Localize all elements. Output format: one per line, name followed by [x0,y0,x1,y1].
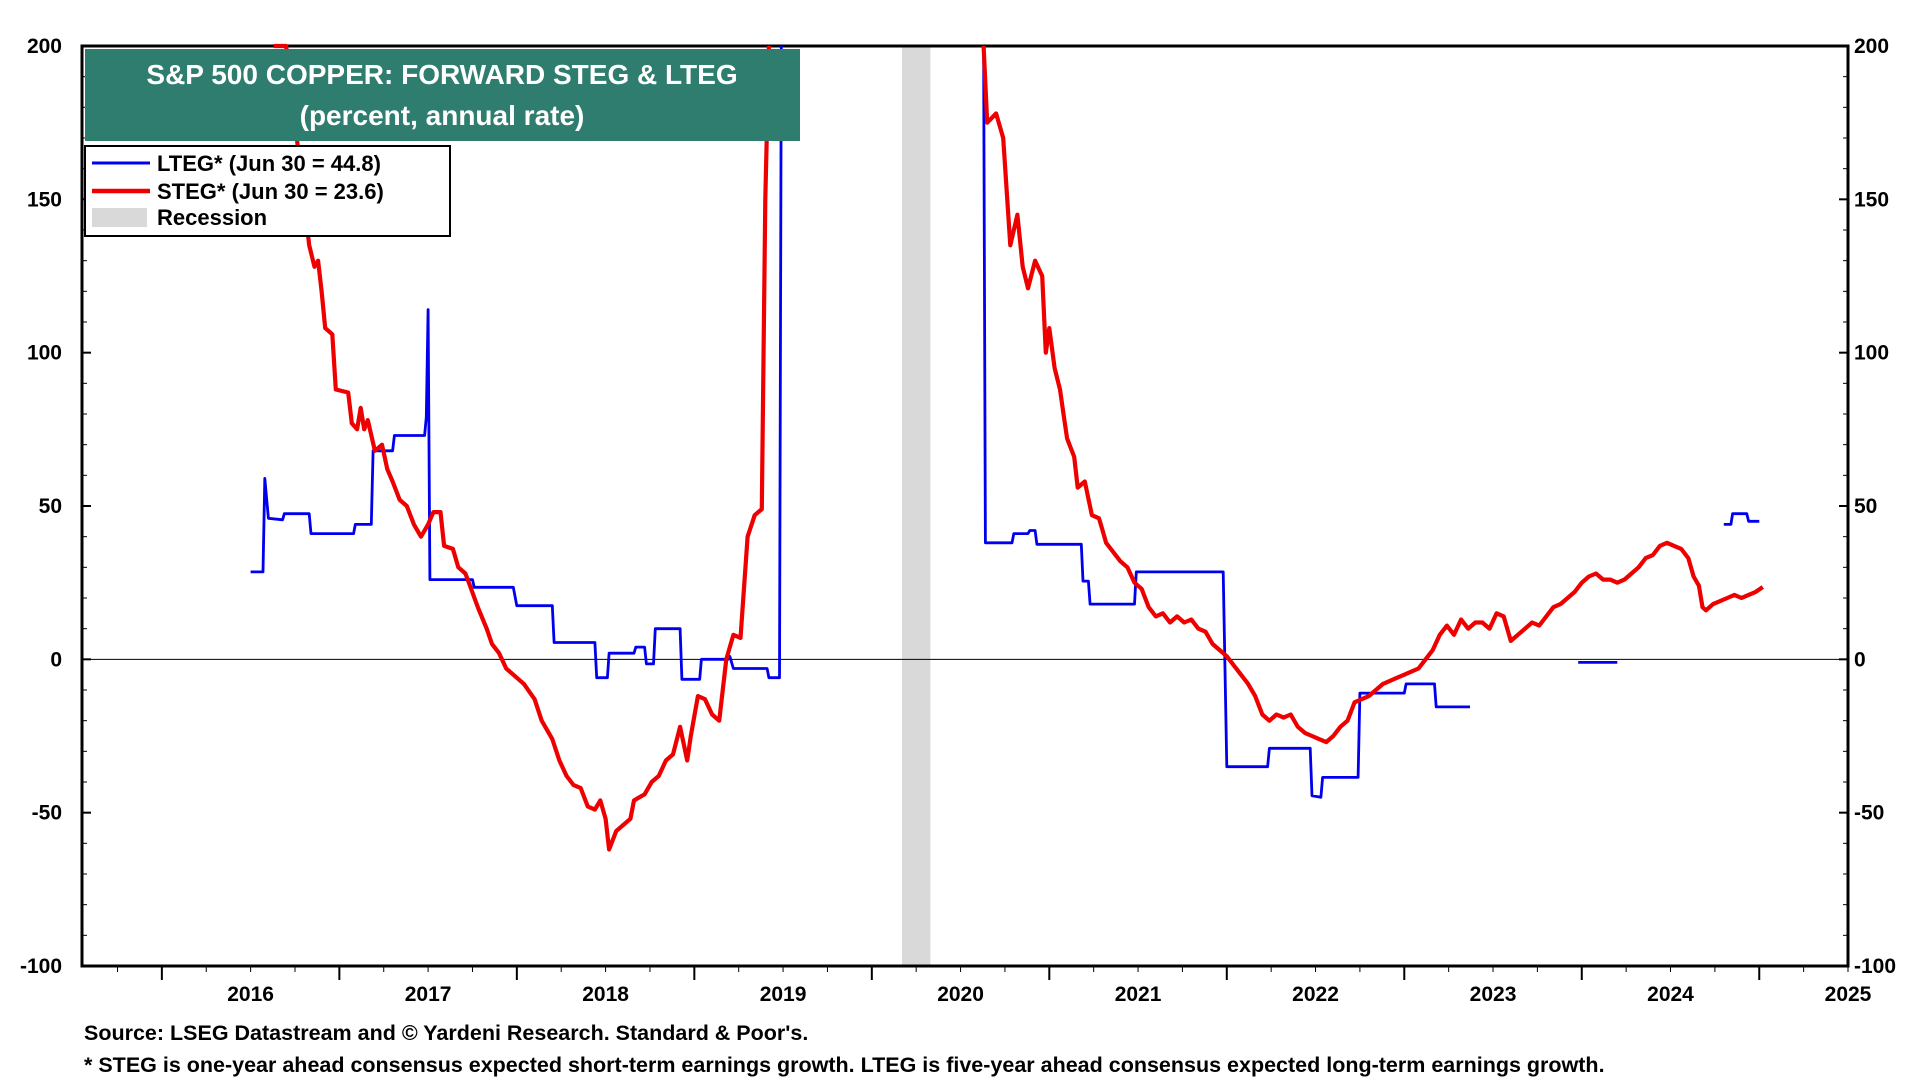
recession-band-0 [901,46,931,966]
y-tick-label-left-4: 100 [27,342,62,365]
legend-label-steg: STEG* (Jun 30 = 23.6) [157,179,384,204]
x-tick-label-2019: 2019 [760,983,807,1006]
y-tick-label-right-6: 200 [1854,35,1889,58]
y-tick-label-left-1: -50 [32,802,62,825]
x-tick-label-2018: 2018 [582,983,629,1006]
y-tick-label-left-3: 50 [39,495,62,518]
legend-label-lteg: LTEG* (Jun 30 = 44.8) [157,151,381,176]
y-tick-label-left-6: 200 [27,35,62,58]
series-line-steg-seg-0 [273,43,771,852]
title-layer: S&P 500 COPPER: FORWARD STEG & LTEG (per… [85,49,800,141]
y-tick-label-right-3: 50 [1854,495,1877,518]
series-line-lteg-seg-1 [982,45,1470,799]
y-tick-label-right-0: -100 [1854,955,1896,978]
footer-source: Source: LSEG Datastream and © Yardeni Re… [84,1021,808,1045]
series-layer [250,43,1764,852]
x-tick-label-2025: 2025 [1825,983,1872,1006]
x-tick-label-2016: 2016 [227,983,274,1006]
series-line-lteg-seg-3 [1723,512,1760,526]
legend-label-recession: Recession [157,205,267,230]
chart-title: S&P 500 COPPER: FORWARD STEG & LTEG [146,59,737,90]
legend: LTEG* (Jun 30 = 44.8) STEG* (Jun 30 = 23… [84,145,451,237]
footer-note: * STEG is one-year ahead consensus expec… [84,1053,1605,1077]
y-tick-label-left-0: -100 [20,955,62,978]
series-line-steg-seg-1 [981,45,1764,745]
axis-layer: -100 -100 -50 -50 0 0 50 50 100 100 150 150 200 200 20… [20,35,1896,1006]
x-tick-label-2017: 2017 [405,983,452,1006]
y-tick-label-left-2: 0 [50,648,62,671]
chart-subtitle: (percent, annual rate) [300,100,585,131]
x-tick-label-2023: 2023 [1470,983,1517,1006]
y-tick-label-right-4: 100 [1854,342,1889,365]
legend-swatch-recession [92,208,147,227]
y-tick-label-right-1: -50 [1854,802,1884,825]
x-tick-label-2021: 2021 [1115,983,1162,1006]
x-tick-label-2022: 2022 [1292,983,1339,1006]
x-tick-label-2020: 2020 [937,983,984,1006]
title-box [85,49,800,141]
y-tick-label-right-5: 150 [1854,188,1889,211]
y-tick-label-right-2: 0 [1854,648,1866,671]
y-tick-label-left-5: 150 [27,188,62,211]
series-line-lteg-seg-0 [250,45,783,681]
recession-layer [901,46,931,966]
footer: Source: LSEG Datastream and © Yardeni Re… [84,1021,1605,1077]
x-tick-label-2024: 2024 [1647,983,1694,1006]
